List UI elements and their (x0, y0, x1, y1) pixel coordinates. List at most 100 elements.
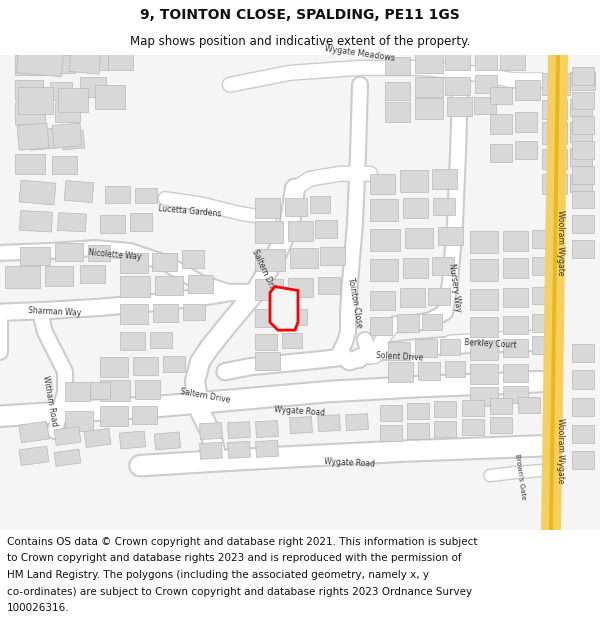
Bar (370, 291, 395, 310)
Bar (572, 141, 594, 159)
Bar (318, 277, 340, 294)
Bar (407, 403, 429, 419)
Bar (503, 231, 528, 251)
Bar (385, 102, 410, 122)
Text: 9, TOINTON CLOSE, SPALDING, PE11 1GS: 9, TOINTON CLOSE, SPALDING, PE11 1GS (140, 8, 460, 22)
Text: Contains OS data © Crown copyright and database right 2021. This information is : Contains OS data © Crown copyright and d… (7, 537, 478, 547)
Bar (288, 278, 313, 298)
Bar (532, 286, 554, 304)
Bar (415, 53, 443, 72)
Bar (570, 122, 592, 142)
Bar (445, 77, 470, 94)
Text: Saltern Drive: Saltern Drive (179, 388, 230, 405)
Bar (370, 174, 395, 194)
Bar (542, 72, 570, 94)
Text: Saltern Drive: Saltern Drive (250, 248, 280, 298)
Bar (69, 47, 101, 74)
Bar (120, 304, 148, 324)
Bar (470, 231, 498, 253)
Bar (470, 364, 498, 384)
Bar (385, 57, 410, 75)
Bar (120, 253, 148, 272)
Bar (153, 304, 178, 322)
Bar (285, 199, 307, 216)
Bar (515, 112, 537, 132)
Bar (163, 356, 185, 372)
Bar (19, 421, 49, 442)
Bar (346, 414, 368, 431)
Bar (100, 357, 128, 377)
Bar (17, 123, 49, 150)
Bar (155, 276, 183, 296)
Bar (490, 87, 512, 104)
Bar (88, 245, 110, 261)
Bar (403, 258, 428, 278)
Bar (532, 336, 554, 354)
Bar (285, 309, 307, 325)
Bar (58, 213, 86, 232)
Bar (133, 357, 158, 374)
Bar (19, 180, 56, 205)
Bar (183, 304, 205, 320)
Bar (572, 92, 594, 109)
Polygon shape (541, 55, 568, 530)
Bar (432, 169, 457, 189)
Bar (105, 186, 130, 204)
Bar (542, 149, 567, 169)
Bar (503, 288, 528, 308)
Text: Berkley Court: Berkley Court (464, 338, 517, 350)
Bar (100, 406, 128, 426)
Bar (572, 398, 594, 416)
Bar (290, 248, 318, 268)
Bar (385, 82, 410, 99)
Bar (188, 275, 213, 292)
Bar (572, 166, 594, 184)
Text: Solent Drive: Solent Drive (376, 351, 424, 362)
Bar (434, 421, 456, 437)
Bar (80, 50, 108, 70)
Bar (572, 451, 594, 469)
Bar (55, 243, 83, 261)
Bar (256, 421, 278, 437)
Polygon shape (549, 55, 560, 530)
Bar (119, 431, 146, 449)
Bar (5, 266, 40, 288)
Bar (282, 333, 302, 348)
Bar (570, 148, 592, 166)
Bar (120, 276, 150, 298)
Bar (200, 442, 223, 459)
Bar (400, 170, 428, 191)
Bar (572, 369, 594, 389)
Bar (447, 96, 472, 116)
Text: 100026316.: 100026316. (7, 603, 70, 613)
Bar (515, 141, 537, 159)
Bar (434, 401, 456, 418)
Bar (132, 406, 157, 424)
Bar (15, 80, 43, 99)
Text: Tointon Close: Tointon Close (346, 277, 364, 328)
Bar (317, 414, 340, 432)
Bar (572, 425, 594, 443)
Bar (388, 342, 410, 360)
Bar (20, 247, 50, 265)
Bar (403, 199, 428, 218)
Bar (29, 128, 59, 150)
Bar (108, 48, 133, 70)
Bar (370, 259, 398, 281)
Bar (572, 240, 594, 258)
Bar (19, 446, 49, 466)
Bar (470, 259, 498, 281)
Bar (433, 198, 455, 215)
Text: Wygate Meadows: Wygate Meadows (324, 44, 396, 63)
Bar (500, 52, 525, 70)
Bar (54, 426, 81, 446)
Bar (570, 99, 592, 116)
Bar (52, 123, 82, 148)
Bar (255, 309, 280, 327)
Bar (470, 386, 498, 406)
Bar (90, 381, 110, 399)
Bar (310, 196, 330, 213)
Bar (380, 405, 402, 421)
Bar (572, 67, 594, 84)
Bar (415, 77, 443, 96)
